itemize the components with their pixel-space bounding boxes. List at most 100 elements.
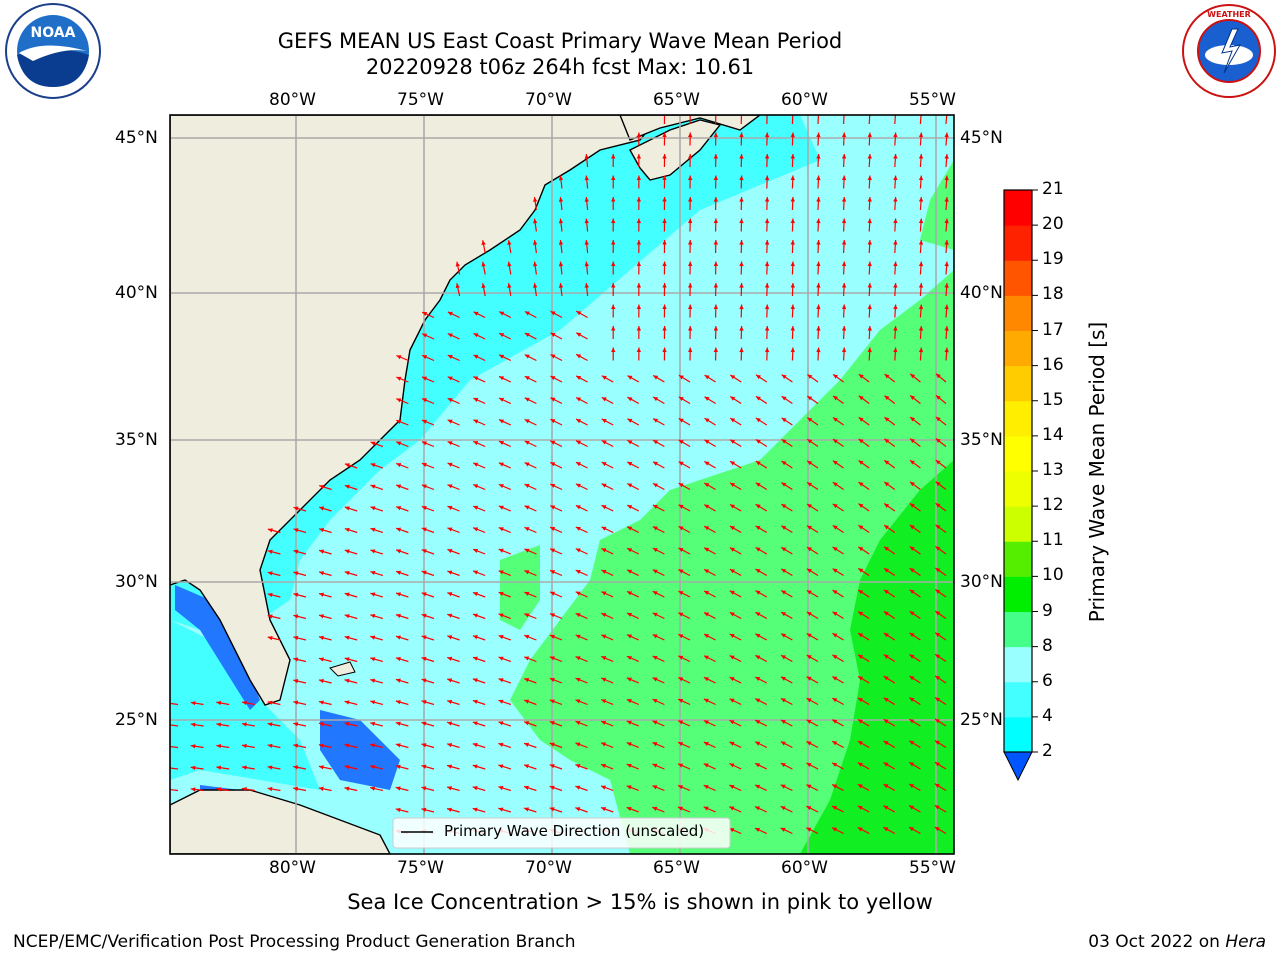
wave-arrow-shaft (170, 767, 179, 770)
wave-arrow-head (884, 525, 890, 530)
wave-arrow-head (687, 347, 693, 353)
wave-arrow-head (601, 699, 607, 704)
wave-arrow-head (344, 635, 350, 640)
wave-arrow-head (507, 283, 512, 288)
wave-arrow-head (841, 154, 847, 159)
wave-arrow-head (730, 461, 736, 466)
wave-arrow-shaft (894, 115, 896, 125)
wave-arrow-head (472, 742, 478, 748)
wave-arrow-head (918, 326, 924, 331)
wave-arrow-head (678, 698, 684, 703)
wave-arrow-head (755, 417, 761, 423)
wave-arrow-head (576, 375, 582, 380)
wave-arrow-head (370, 743, 376, 748)
wave-arrow-head (832, 460, 838, 466)
wave-arrow-head (601, 418, 607, 423)
wave-arrow-head (884, 374, 890, 379)
wave-arrow-head (584, 175, 589, 181)
wave-arrow-head (893, 240, 898, 245)
wave-arrow-head (421, 635, 427, 640)
wave-arrow-head (293, 743, 299, 748)
wave-arrow-head (319, 484, 325, 490)
wave-arrow-head (918, 218, 924, 224)
svg-text:WEATHER: WEATHER (1207, 10, 1251, 19)
wave-arrow-head (806, 698, 812, 703)
wave-arrow-head (780, 806, 786, 811)
wave-arrow-head (293, 765, 299, 770)
wave-arrow-head (396, 484, 402, 489)
wave-arrow-head (498, 548, 504, 553)
wave-arrow-head (806, 827, 812, 832)
wave-arrow-head (755, 590, 761, 595)
wave-arrow-head (498, 635, 504, 640)
wave-arrow-head (498, 570, 504, 575)
wave-arrow-head (790, 132, 795, 138)
wave-arrow-head (344, 549, 350, 554)
wave-arrow-head (739, 283, 744, 288)
wave-arrow-head (806, 525, 812, 530)
wave-arrow-head (806, 568, 812, 573)
wave-arrow-head (790, 154, 795, 159)
wave-arrow-head (652, 548, 658, 553)
wave-arrow-head (190, 744, 196, 749)
wave-arrow-head (626, 742, 632, 747)
wave-arrow-head (841, 218, 847, 224)
wave-arrow-head (652, 720, 658, 725)
colorbar-segment (1004, 260, 1032, 296)
wave-arrow-head (858, 568, 864, 573)
wave-arrow-head (704, 396, 710, 401)
wave-arrow-head (601, 763, 607, 769)
wave-arrow-head (636, 175, 642, 181)
wave-arrow-head (293, 678, 299, 684)
wave-arrow-head (944, 154, 949, 159)
wave-arrow-head (883, 676, 889, 681)
wave-arrow-head (867, 261, 872, 267)
wave-arrow-head (909, 740, 915, 745)
wave-arrow-head (626, 763, 632, 768)
wave-arrow-shaft (791, 115, 794, 125)
wave-arrow-head (344, 657, 350, 662)
wave-arrow-head (909, 762, 915, 767)
wave-arrow-head (687, 175, 693, 181)
wave-arrow-head (601, 742, 607, 747)
wave-arrow-head (867, 347, 872, 353)
wave-arrow-head (395, 700, 401, 705)
lat-label-right: 25°N (960, 710, 1003, 730)
colorbar-tick-label: 12 (1042, 495, 1064, 516)
wave-arrow-head (841, 283, 847, 288)
wave-arrow-head (165, 787, 170, 791)
wave-arrow-head (344, 506, 350, 511)
wave-arrow-head (636, 347, 642, 353)
wave-arrow-head (447, 613, 453, 618)
wave-arrow-head (704, 461, 710, 466)
wave-arrow-head (832, 741, 838, 746)
wave-arrow-head (267, 765, 273, 770)
wave-arrow-shaft (868, 115, 871, 125)
wave-arrow-head (370, 463, 376, 468)
wave-arrow-head (764, 347, 770, 353)
wave-arrow-head (524, 591, 530, 596)
wave-arrow-head (832, 676, 838, 681)
colorbar-tick-label: 20 (1042, 214, 1064, 235)
wave-arrow-head (910, 395, 916, 400)
wave-arrow-head (626, 699, 632, 704)
wave-arrow-head (678, 440, 684, 445)
wave-arrow-head (473, 398, 479, 403)
wave-arrow-head (344, 570, 350, 576)
wave-arrow-head (524, 505, 530, 510)
wave-arrow-head (447, 570, 453, 575)
wave-arrow-head (319, 635, 324, 640)
wave-arrow-head (883, 827, 889, 832)
wave-arrow-head (447, 311, 453, 316)
wave-arrow-head (626, 785, 632, 790)
wave-arrow-head (893, 132, 898, 138)
wave-arrow-head (447, 786, 452, 791)
wave-arrow-head (883, 719, 889, 724)
wave-arrow-head (729, 677, 735, 682)
wave-arrow-head (678, 634, 684, 639)
wave-arrow-head (344, 678, 350, 683)
wave-arrow-head (832, 439, 838, 444)
wave-arrow-head (652, 569, 658, 574)
wave-arrow-head (935, 632, 941, 638)
wave-arrow-head (687, 132, 693, 138)
